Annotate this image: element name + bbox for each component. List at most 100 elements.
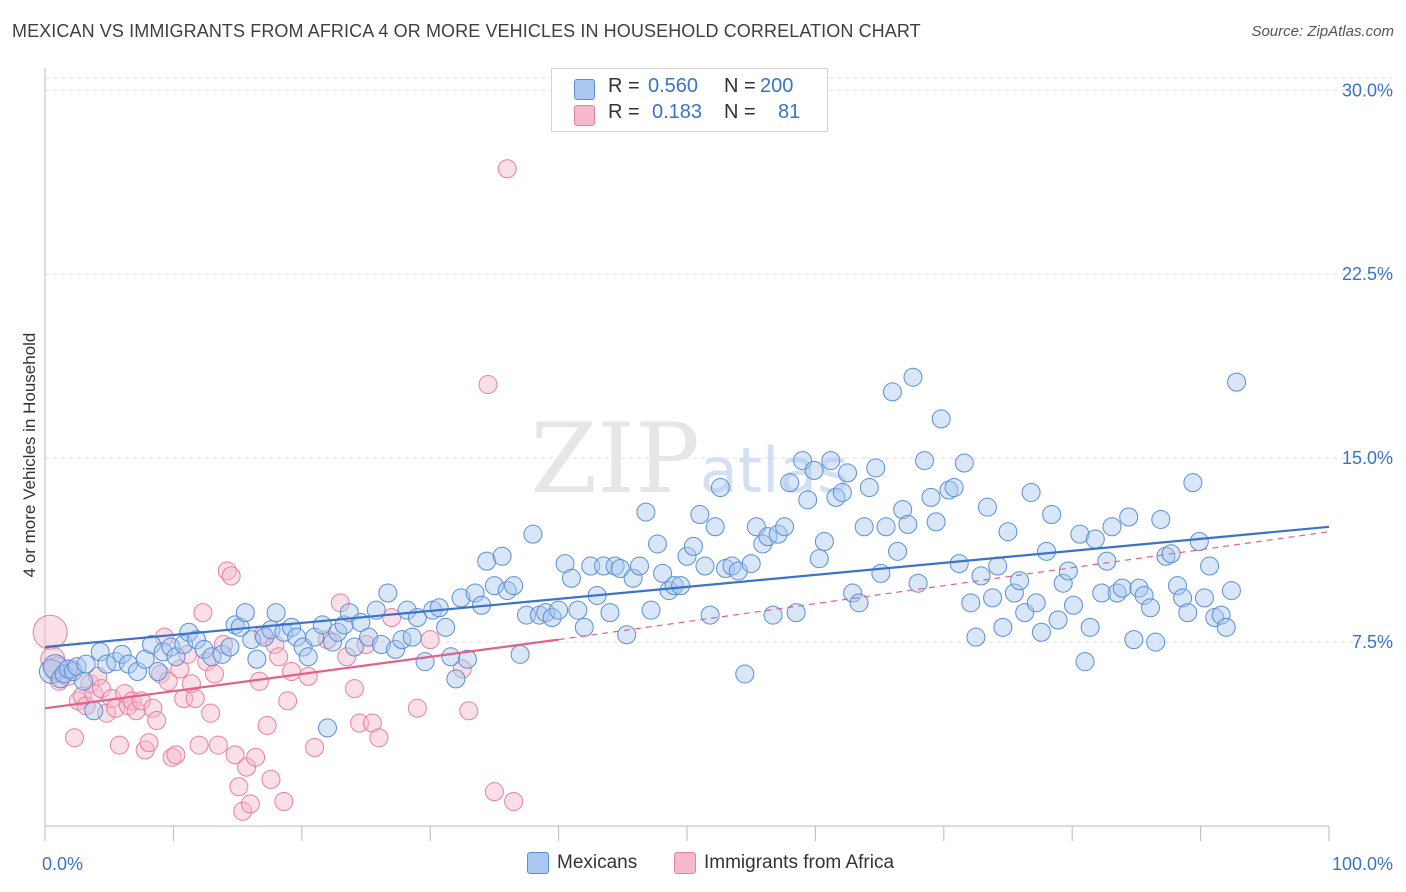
mexicans-point — [677, 546, 697, 566]
africa-point — [143, 698, 163, 718]
africa-point — [229, 777, 249, 797]
africa-point — [257, 715, 277, 735]
africa-point — [221, 566, 241, 586]
mexicans-point — [415, 652, 435, 672]
stats-legend: R = 0.560 N = 200 R = 0.183 N = 81 — [551, 68, 828, 132]
mexicans-point — [174, 635, 194, 655]
africa-point — [484, 782, 504, 802]
mexicans-point — [1200, 556, 1220, 576]
mexicans-point — [1097, 551, 1117, 571]
mexicans-point — [542, 608, 562, 628]
africa-point — [65, 728, 85, 748]
mexicans-point — [84, 701, 104, 721]
africa-point — [478, 375, 498, 395]
mexicans-point — [893, 500, 913, 520]
mexicans-point — [397, 600, 417, 620]
africa-point — [126, 701, 146, 721]
mexicans-point — [594, 556, 614, 576]
mexicans-point — [344, 637, 364, 657]
africa-point — [189, 735, 209, 755]
mexicans-point — [504, 576, 524, 596]
mexicans-point — [1134, 585, 1154, 605]
africa-point — [497, 159, 517, 179]
africa-point — [170, 659, 190, 679]
mexicans-point — [926, 512, 946, 532]
mexicans-point — [187, 630, 207, 650]
mexicans-point — [142, 635, 162, 655]
r-label: R = — [608, 101, 640, 123]
mexicans-point — [617, 625, 637, 645]
mexicans-point — [998, 522, 1018, 542]
mexicans-point — [317, 718, 337, 738]
africa-point — [459, 701, 479, 721]
mexicans-point — [497, 581, 517, 601]
mexicans-point — [826, 487, 846, 507]
mexicans-point — [647, 534, 667, 554]
africa-point — [305, 738, 325, 758]
source-note: Source: ZipAtlas.com — [1251, 23, 1394, 40]
mexicans-point — [971, 566, 991, 586]
mexicans-point — [641, 600, 661, 620]
mexicans-point — [166, 647, 186, 667]
mexicans-point — [908, 573, 928, 593]
mexicans-point — [821, 451, 841, 471]
mexicans-point — [1080, 617, 1100, 637]
mexicans-point — [371, 635, 391, 655]
mexicans-point — [42, 654, 68, 680]
mexicans-trend-line — [44, 525, 1330, 649]
africa-point — [158, 671, 178, 691]
mexicans-point — [112, 644, 132, 664]
mexicans-point — [74, 671, 94, 691]
mexicans-point — [600, 603, 620, 623]
mexicans-point — [1037, 541, 1057, 561]
y-tick-label: 30.0% — [1342, 80, 1393, 100]
africa-point — [337, 647, 357, 667]
mexicans-point — [568, 600, 588, 620]
africa-point — [204, 664, 224, 684]
mexicans-point — [127, 661, 147, 681]
mexicans-point — [1146, 632, 1166, 652]
africa-point — [356, 635, 376, 655]
mexicans-point — [1151, 509, 1171, 529]
mexicans-point — [457, 649, 477, 669]
mexicans-point — [1194, 588, 1214, 608]
africa-point — [166, 745, 186, 765]
mexicans-point — [523, 524, 543, 544]
mexicans-point — [194, 639, 214, 659]
mexicans-point — [477, 551, 497, 571]
mexicans-point — [76, 654, 96, 674]
africa-point — [139, 733, 159, 753]
mexicans-point — [690, 505, 710, 525]
mexicans-point — [1070, 524, 1090, 544]
mexicans-point — [664, 576, 684, 596]
africa-point — [452, 659, 472, 679]
africa-point — [246, 747, 266, 767]
africa-point — [298, 666, 318, 686]
mexicans-point — [1010, 571, 1030, 591]
mexicans-point — [402, 627, 422, 647]
africa-point — [344, 679, 364, 699]
grid-lines — [45, 77, 1392, 643]
africa-point — [225, 745, 245, 765]
africa-point — [233, 801, 253, 821]
r-value: 0.183 — [652, 101, 703, 123]
mexicans-point — [1167, 576, 1187, 596]
africa-point — [193, 603, 213, 623]
mexicans-point — [854, 517, 874, 537]
series-africa-points — [32, 159, 524, 821]
mexicans-point — [832, 482, 852, 502]
mexicans-point — [1026, 593, 1046, 613]
africa-trend-line — [44, 638, 559, 710]
y-tick-label: 15.0% — [1342, 448, 1393, 468]
watermark-zip: ZIP — [530, 403, 699, 515]
mexicans-point — [1141, 598, 1161, 618]
mexicans-point — [949, 554, 969, 574]
mexicans-point — [148, 661, 168, 681]
n-value: 200 — [760, 75, 794, 97]
africa-point — [369, 728, 389, 748]
mexicans-point — [328, 622, 348, 642]
watermark-atlas: atlas — [700, 434, 850, 507]
africa-point — [278, 691, 298, 711]
mexicans-point — [921, 487, 941, 507]
